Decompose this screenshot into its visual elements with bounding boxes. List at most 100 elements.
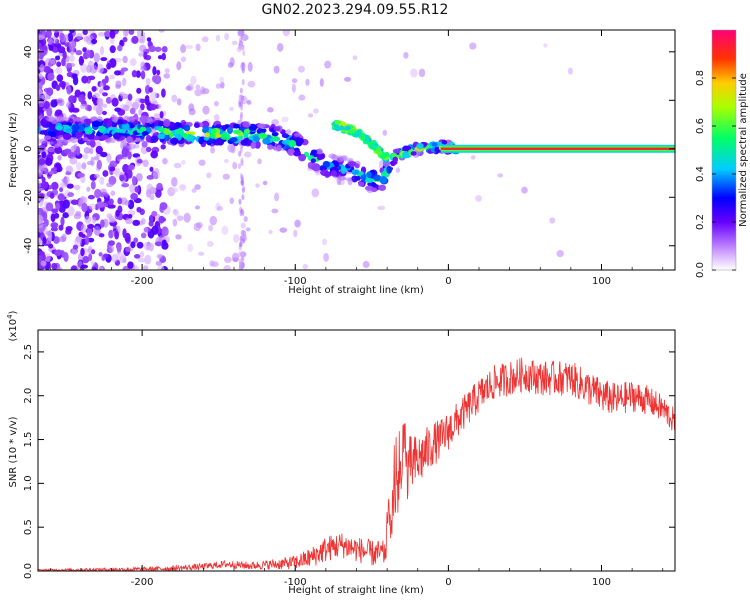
spectrogram-cell (239, 114, 243, 121)
snr-y-tick-label: 0.0 (23, 563, 34, 579)
spectrogram-cell (138, 37, 144, 44)
spectrogram-cell (241, 44, 245, 51)
spectrogram-cell (38, 137, 41, 145)
spectrogram-cell (391, 153, 398, 158)
spectrogram-y-tick-label: 40 (23, 45, 34, 58)
spectrogram-cell (92, 92, 101, 99)
spectrogram-cell (114, 230, 119, 240)
spectrogram-cell (124, 200, 130, 206)
spectrogram-cell (96, 201, 105, 208)
spectrogram-cell (68, 95, 76, 104)
spectrogram-cell (293, 151, 302, 157)
spectrogram-cell (90, 180, 96, 190)
spectrogram-cell (410, 68, 418, 78)
snr-series-line (38, 357, 675, 571)
spectrogram-cell (338, 125, 345, 131)
spectrogram-cell (324, 60, 332, 69)
spectrogram-cell (39, 138, 47, 144)
spectrogram-cell (215, 34, 221, 42)
spectrogram-cell (146, 183, 154, 194)
spectrogram-cell (114, 70, 121, 76)
spectrogram-cell (106, 182, 114, 188)
spectrogram-cell (136, 87, 142, 94)
spectrogram-cell (154, 46, 162, 52)
spectrogram-cell (171, 176, 178, 187)
spectrogram-cell (115, 251, 124, 261)
spectrogram-cell (38, 251, 45, 256)
spectrogram-cell (213, 114, 220, 121)
spectrogram-cell (127, 169, 133, 179)
spectrogram-cell (145, 146, 152, 153)
spectrogram-cell (82, 47, 87, 53)
spectrogram-cell (144, 84, 151, 95)
spectrogram-cell (302, 263, 309, 270)
spectrogram-cell (116, 154, 124, 160)
spectrogram-cell (116, 243, 122, 254)
spectrogram-cell (82, 153, 89, 160)
spectrogram-cell (144, 254, 152, 265)
spectrogram-cell (158, 120, 165, 127)
spectrogram-cell (44, 167, 49, 176)
spectrogram-cell (224, 32, 229, 41)
spectrogram-cell (349, 128, 356, 134)
spectrogram-cell (279, 227, 288, 233)
spectrogram-cell (497, 173, 504, 178)
spectrogram-cell (58, 236, 66, 243)
spectrogram-cell (402, 145, 412, 151)
spectrogram-cell (209, 215, 218, 226)
spectrogram-cell (197, 251, 205, 256)
spectrogram-cell (402, 150, 410, 159)
spectrogram-cell (88, 253, 93, 262)
spectrogram-cell (179, 184, 187, 191)
spectrogram-cell (90, 115, 98, 122)
spectrogram-cell (164, 68, 170, 74)
spectrogram-cell (378, 184, 387, 191)
spectrogram-cell (91, 249, 96, 255)
spectrogram-cell (219, 76, 225, 83)
spectrogram-cell (150, 135, 159, 143)
spectrogram-cell (38, 214, 44, 224)
spectrogram-cell (431, 142, 438, 147)
spectrogram-cell (185, 44, 194, 49)
spectrogram-cell (267, 107, 274, 113)
spectrogram-cell (145, 77, 151, 86)
spectrogram-cell (139, 44, 147, 53)
spectrogram-cell (210, 128, 217, 135)
spectrogram-cell (102, 85, 110, 91)
spectrogram-cell (67, 167, 74, 173)
spectrogram-cell (51, 262, 58, 270)
spectrogram-cell (136, 158, 143, 164)
spectrogram-cell (148, 220, 154, 227)
spectrogram-cell (115, 128, 123, 133)
spectrogram-cell (158, 215, 165, 224)
spectrogram-cell (240, 255, 244, 262)
spectrogram-cell (38, 30, 41, 35)
spectrogram-cell (131, 70, 138, 78)
spectrogram-cell (240, 34, 249, 41)
spectrogram-cell (475, 194, 483, 202)
spectrogram-cell (51, 208, 59, 214)
spectrogram-cell (127, 143, 136, 150)
spectrogram-cell (130, 192, 138, 201)
spectrogram-cell (157, 133, 167, 140)
snr-x-axis-label: Height of straight line (km) (288, 585, 424, 596)
spectrogram-cell (213, 100, 219, 107)
spectrogram-cell (70, 265, 78, 270)
spectrogram-cell (81, 75, 89, 84)
spectrogram-cell (170, 137, 179, 145)
spectrogram-cell (229, 197, 235, 205)
spectrogram-cell (140, 103, 145, 111)
spectrogram-cell (153, 74, 162, 85)
spectrogram-cell (206, 240, 214, 247)
spectrogram-cell (364, 178, 374, 183)
colorbar-tick-label: 0.6 (695, 118, 706, 134)
spectrogram-cell (190, 75, 197, 85)
spectrogram-cell (57, 154, 62, 161)
spectrogram-cell (181, 159, 186, 165)
spectrogram-cell (223, 265, 232, 270)
spectrogram-cell (202, 105, 210, 115)
spectrogram-cell (224, 158, 229, 164)
spectrogram-cell (46, 87, 54, 97)
spectrogram-cell (78, 94, 86, 103)
